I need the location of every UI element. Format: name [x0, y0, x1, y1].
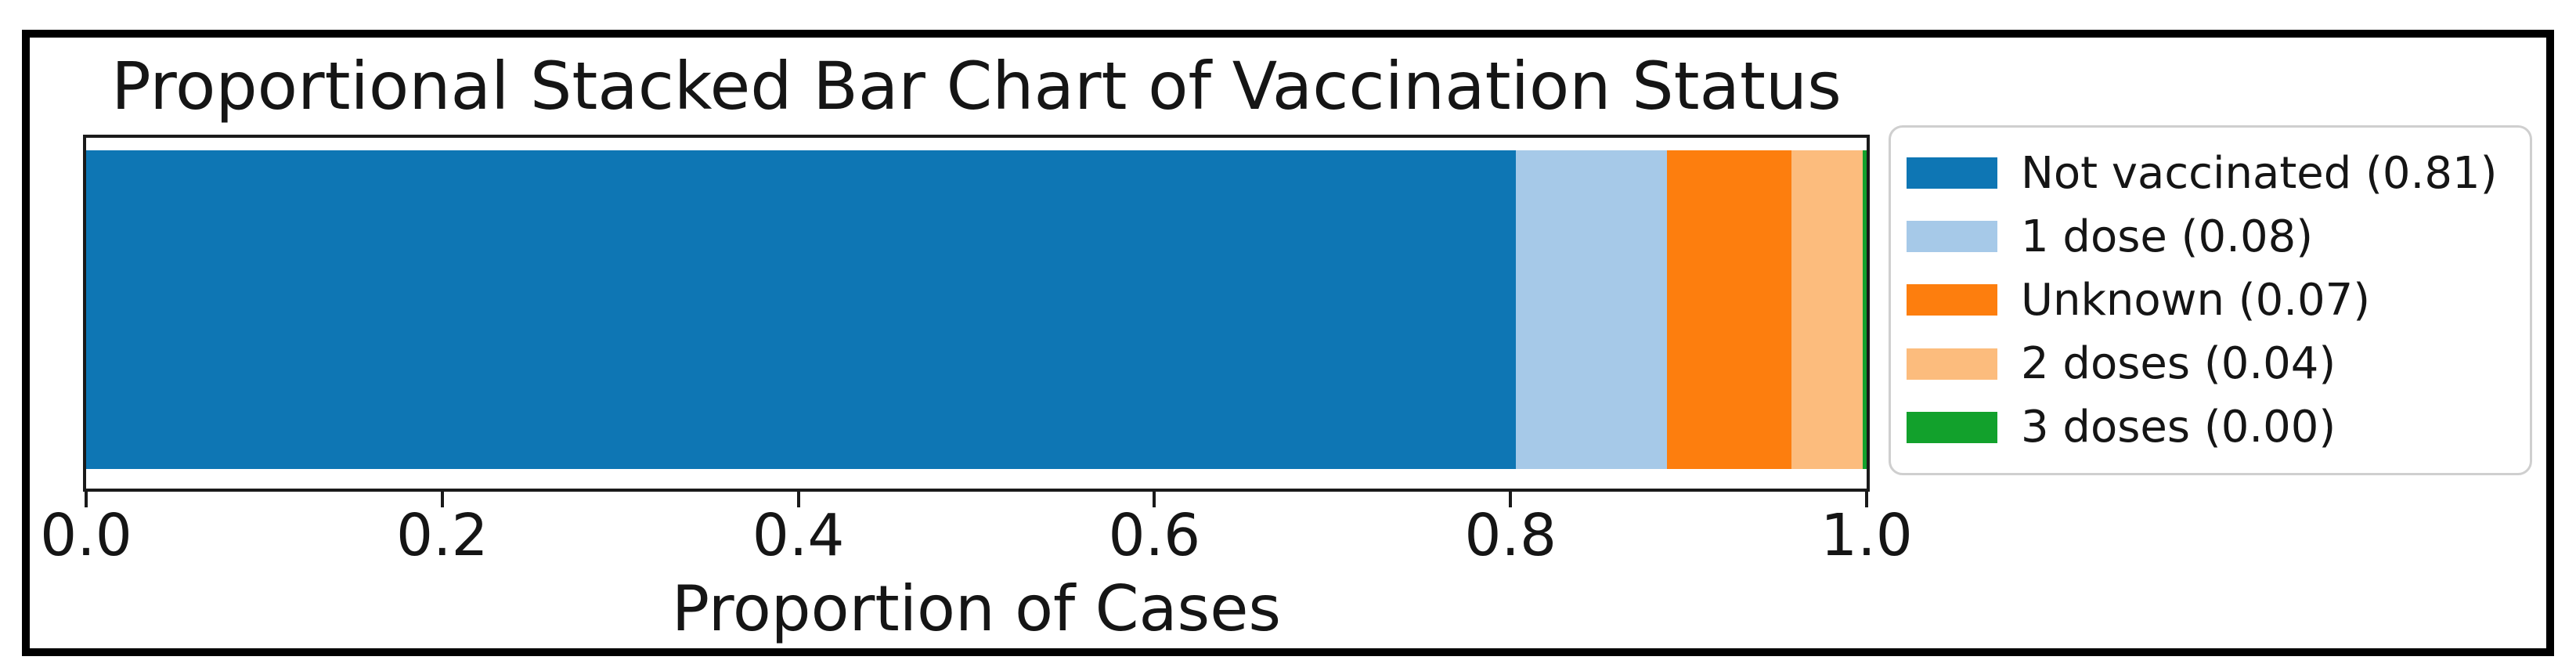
x-tick [1509, 492, 1513, 507]
legend-item-1-dose: 1 dose (0.08) [1891, 211, 2530, 262]
x-axis-label: Proportion of Cases [671, 572, 1282, 645]
legend-color-swatch-icon [1907, 348, 1997, 380]
bar-segment-unknown [1667, 150, 1792, 470]
legend-color-swatch-icon [1907, 284, 1997, 316]
x-tick [796, 492, 800, 507]
legend-item-not-vaccinated: Not vaccinated (0.81) [1891, 147, 2530, 199]
legend: Not vaccinated (0.81) 1 dose (0.08) Unknow… [1889, 125, 2532, 475]
bar-segment-2-doses [1791, 150, 1863, 470]
stacked-bar [86, 150, 1867, 470]
legend-item-label: 3 doses (0.00) [2021, 401, 2336, 453]
legend-item-2-doses: 2 doses (0.04) [1891, 340, 2530, 388]
x-tick [440, 492, 444, 507]
legend-item-label: 2 doses (0.04) [2021, 337, 2336, 389]
legend-color-swatch-icon [1907, 157, 1997, 189]
legend-item-label: 1 dose (0.08) [2021, 211, 2314, 262]
plot-area [83, 135, 1870, 492]
x-tick-label: 0.0 [40, 502, 132, 569]
legend-color-swatch-icon [1907, 411, 1997, 443]
legend-color-swatch-icon [1907, 221, 1997, 253]
legend-item-label: Unknown (0.07) [2021, 274, 2371, 326]
legend-item-3-doses: 3 doses (0.00) [1891, 403, 2530, 452]
x-tick-label: 0.2 [395, 502, 489, 569]
bar-segment-3-doses [1863, 150, 1867, 470]
legend-item-unknown: Unknown (0.07) [1891, 276, 2530, 325]
x-tick-label: 0.6 [1108, 502, 1201, 569]
x-tick [1865, 492, 1868, 507]
x-tick-label: 0.4 [752, 502, 845, 569]
x-tick [1153, 492, 1156, 507]
chart-title: Proportional Stacked Bar Chart of Vaccin… [111, 48, 1842, 124]
legend-item-label: Not vaccinated (0.81) [2021, 147, 2498, 199]
x-tick-label: 0.8 [1464, 502, 1557, 569]
x-tick-label: 1.0 [1820, 502, 1913, 569]
bar-segment-1-dose [1516, 150, 1668, 470]
bar-segment-not-vaccinated [86, 150, 1517, 470]
x-tick [85, 492, 88, 507]
